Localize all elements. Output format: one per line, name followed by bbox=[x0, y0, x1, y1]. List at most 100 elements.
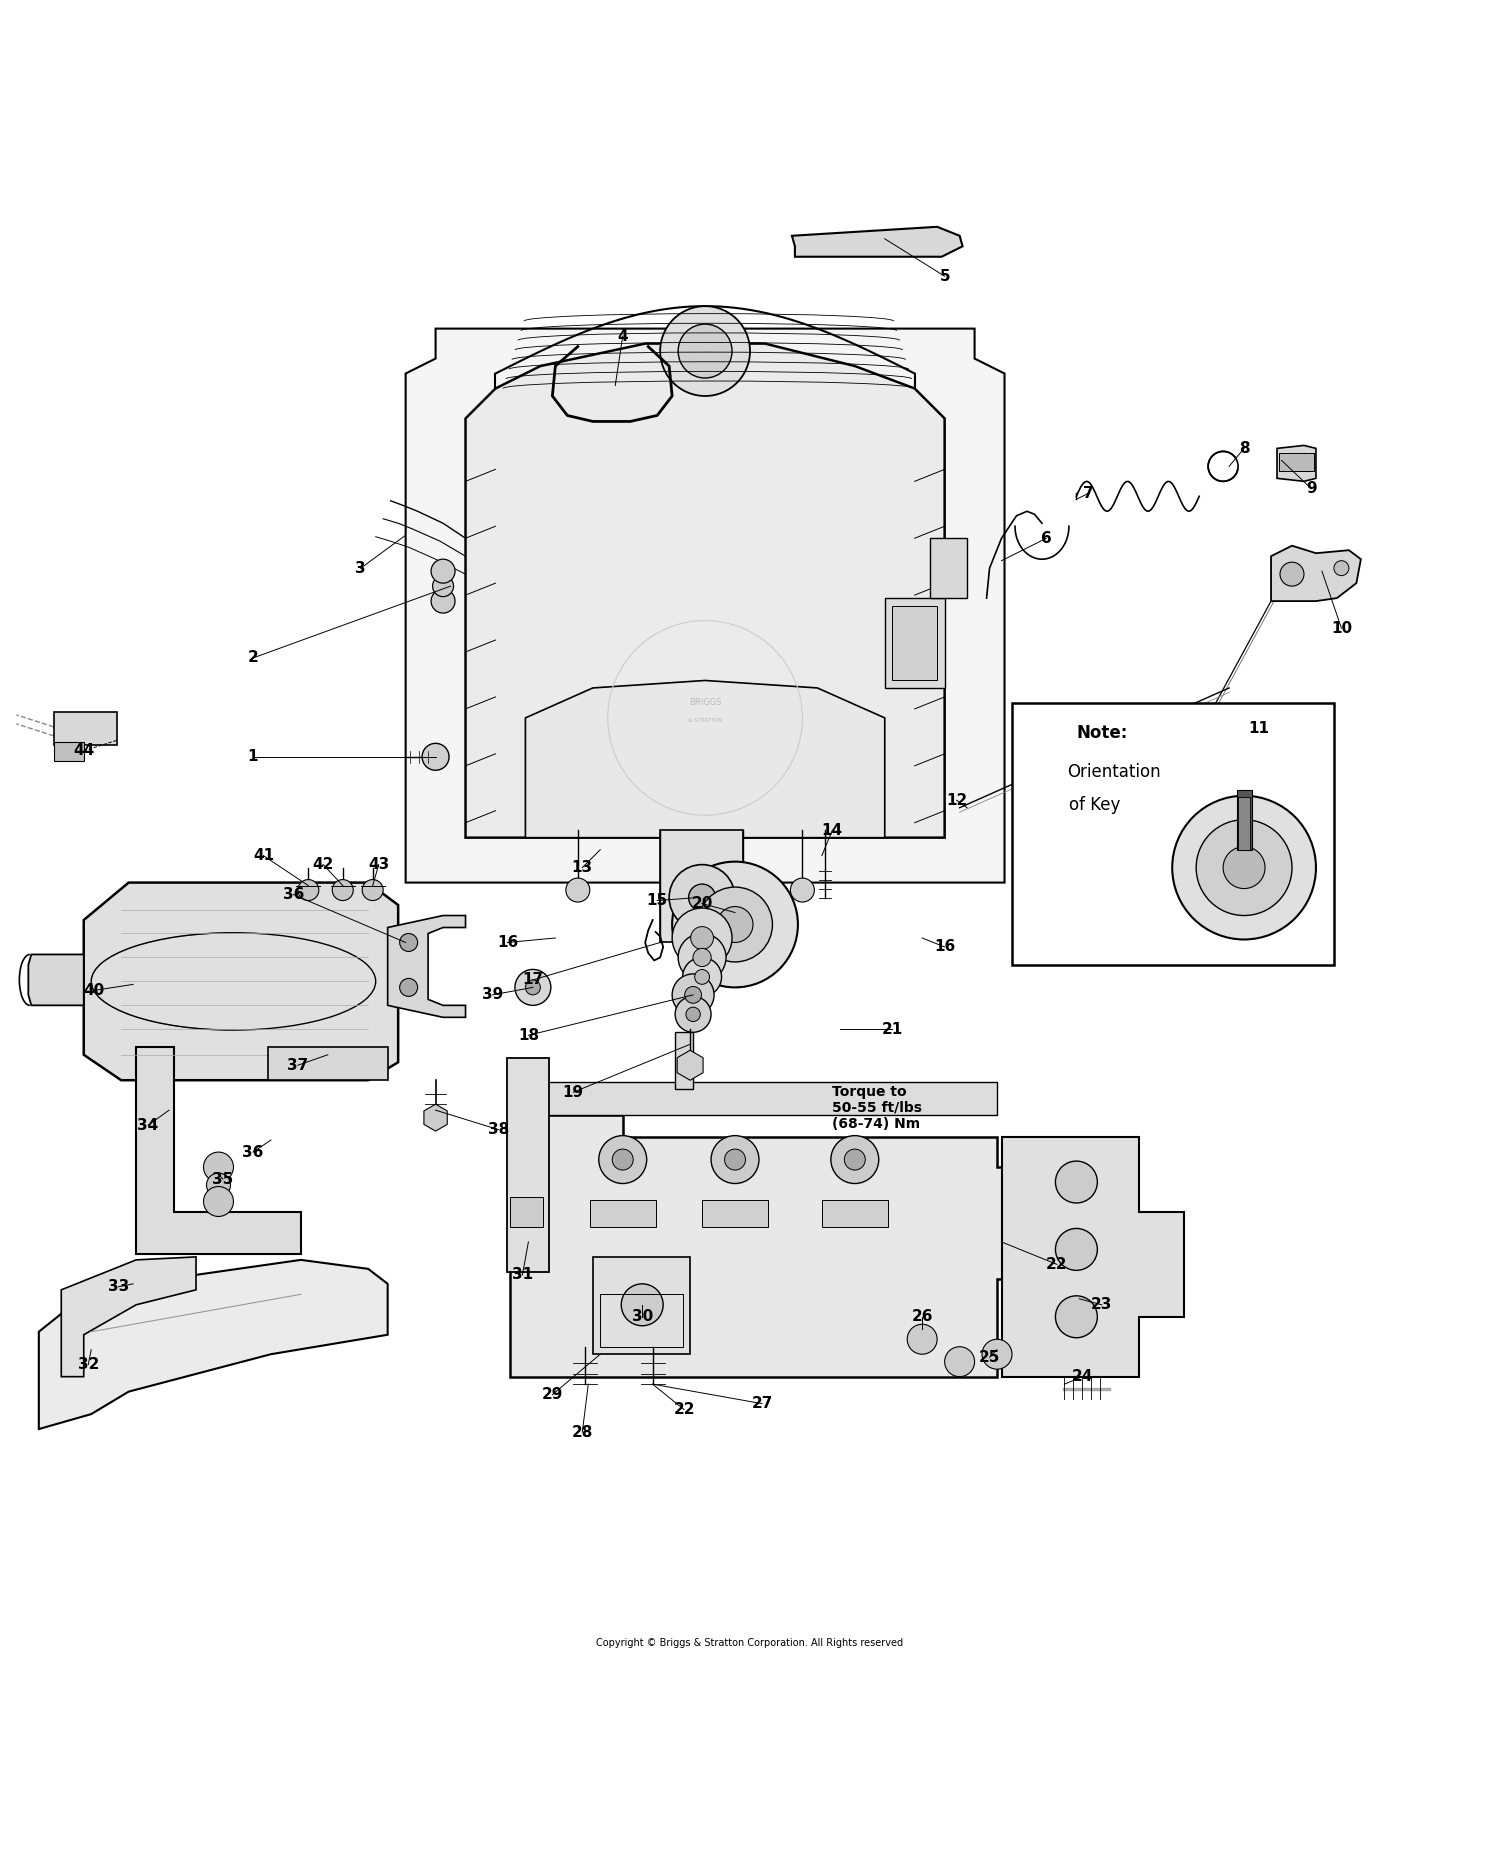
Polygon shape bbox=[675, 1031, 693, 1089]
Circle shape bbox=[598, 1135, 646, 1183]
Circle shape bbox=[1056, 1297, 1098, 1337]
Circle shape bbox=[1056, 1161, 1098, 1204]
Circle shape bbox=[678, 933, 726, 981]
Circle shape bbox=[711, 1135, 759, 1183]
Text: 42: 42 bbox=[312, 857, 334, 872]
Polygon shape bbox=[510, 1063, 1035, 1376]
Text: 21: 21 bbox=[882, 1022, 903, 1037]
Circle shape bbox=[525, 979, 540, 994]
Text: Torque to
50-55 ft/lbs
(68-74) Nm: Torque to 50-55 ft/lbs (68-74) Nm bbox=[833, 1085, 922, 1132]
Bar bbox=[1238, 798, 1250, 850]
Text: 41: 41 bbox=[254, 848, 274, 863]
Circle shape bbox=[844, 1148, 865, 1171]
Text: BRIGGS: BRIGGS bbox=[688, 699, 722, 707]
Polygon shape bbox=[792, 226, 963, 256]
Circle shape bbox=[1196, 820, 1292, 916]
Circle shape bbox=[432, 575, 453, 597]
Polygon shape bbox=[1276, 445, 1316, 480]
Text: 10: 10 bbox=[1330, 621, 1352, 636]
Text: 24: 24 bbox=[1071, 1369, 1094, 1384]
Circle shape bbox=[945, 1347, 975, 1376]
Circle shape bbox=[672, 974, 714, 1017]
Text: 38: 38 bbox=[488, 1122, 508, 1137]
Text: 25: 25 bbox=[980, 1350, 1000, 1365]
Circle shape bbox=[698, 887, 772, 963]
Bar bbox=[54, 742, 84, 761]
Circle shape bbox=[669, 864, 735, 931]
Bar bbox=[892, 605, 938, 681]
Text: 31: 31 bbox=[512, 1267, 532, 1282]
Polygon shape bbox=[405, 328, 1005, 883]
Bar bbox=[930, 538, 968, 597]
Bar bbox=[660, 831, 742, 942]
Text: 14: 14 bbox=[822, 822, 843, 838]
Text: 19: 19 bbox=[562, 1085, 584, 1100]
Circle shape bbox=[678, 325, 732, 378]
Text: 37: 37 bbox=[286, 1057, 309, 1072]
Circle shape bbox=[1334, 560, 1348, 575]
Circle shape bbox=[430, 558, 454, 582]
Bar bbox=[507, 1057, 549, 1273]
Polygon shape bbox=[525, 681, 885, 838]
Circle shape bbox=[430, 590, 454, 614]
Bar bbox=[702, 1200, 768, 1226]
Circle shape bbox=[621, 1284, 663, 1326]
Text: 1: 1 bbox=[248, 749, 258, 764]
Circle shape bbox=[982, 1339, 1012, 1369]
Text: 20: 20 bbox=[692, 896, 712, 911]
Circle shape bbox=[399, 933, 417, 952]
Text: 2: 2 bbox=[248, 651, 258, 666]
Circle shape bbox=[831, 1135, 879, 1183]
Circle shape bbox=[204, 1187, 234, 1217]
Text: 4: 4 bbox=[618, 328, 628, 343]
Polygon shape bbox=[424, 1104, 447, 1132]
Circle shape bbox=[660, 306, 750, 395]
Circle shape bbox=[686, 1007, 700, 1022]
Text: 12: 12 bbox=[946, 792, 968, 807]
Circle shape bbox=[362, 879, 382, 900]
Text: 28: 28 bbox=[572, 1425, 592, 1439]
Bar bbox=[592, 1258, 690, 1354]
Circle shape bbox=[298, 879, 320, 900]
Text: Copyright © Briggs & Stratton Corporation. All Rights reserved: Copyright © Briggs & Stratton Corporatio… bbox=[597, 1638, 903, 1649]
Text: 16: 16 bbox=[934, 939, 956, 955]
Text: 43: 43 bbox=[368, 857, 390, 872]
Text: 35: 35 bbox=[213, 1172, 234, 1187]
Text: 36: 36 bbox=[242, 1145, 264, 1159]
Text: 15: 15 bbox=[646, 892, 668, 909]
Circle shape bbox=[207, 1172, 231, 1196]
Text: 7: 7 bbox=[1083, 486, 1094, 501]
Circle shape bbox=[422, 744, 448, 770]
Polygon shape bbox=[84, 883, 398, 1080]
Polygon shape bbox=[465, 343, 945, 838]
Polygon shape bbox=[1002, 1137, 1184, 1376]
Circle shape bbox=[1222, 846, 1264, 889]
Text: 22: 22 bbox=[674, 1402, 694, 1417]
Text: 17: 17 bbox=[522, 972, 543, 987]
Text: 26: 26 bbox=[912, 1310, 933, 1324]
Circle shape bbox=[675, 996, 711, 1031]
Text: 5: 5 bbox=[939, 269, 950, 284]
Circle shape bbox=[682, 957, 722, 996]
Text: 29: 29 bbox=[542, 1388, 562, 1402]
Polygon shape bbox=[136, 1048, 302, 1254]
Polygon shape bbox=[387, 916, 465, 1017]
Circle shape bbox=[908, 1324, 938, 1354]
Text: 36: 36 bbox=[282, 887, 304, 902]
Circle shape bbox=[672, 861, 798, 987]
Bar bbox=[885, 597, 945, 688]
Polygon shape bbox=[62, 1258, 196, 1376]
Circle shape bbox=[612, 1148, 633, 1171]
Circle shape bbox=[790, 877, 814, 902]
Polygon shape bbox=[676, 1050, 703, 1080]
Bar bbox=[1013, 703, 1334, 965]
Text: 30: 30 bbox=[632, 1310, 652, 1324]
Text: 3: 3 bbox=[356, 560, 366, 575]
Circle shape bbox=[693, 948, 711, 966]
Circle shape bbox=[333, 879, 352, 900]
Circle shape bbox=[566, 877, 590, 902]
Circle shape bbox=[1172, 796, 1316, 939]
Text: 6: 6 bbox=[1041, 531, 1052, 545]
Text: 34: 34 bbox=[138, 1117, 159, 1133]
Circle shape bbox=[672, 909, 732, 968]
